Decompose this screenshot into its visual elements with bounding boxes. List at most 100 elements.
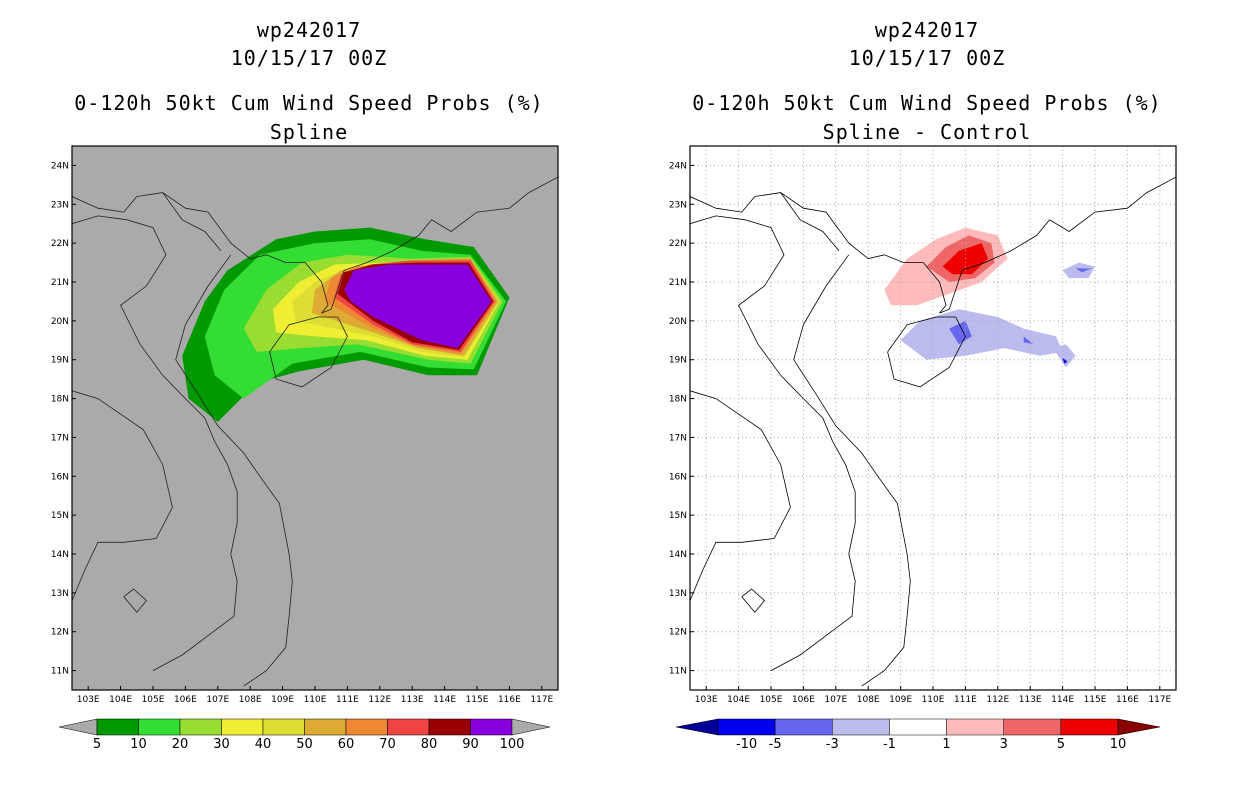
x-tick-label: 113E: [1019, 695, 1042, 705]
colorbar-segment: [470, 718, 513, 736]
y-tick-label: 17N: [51, 433, 69, 443]
x-tick-label: 109E: [889, 695, 912, 705]
colorbar-label: 5: [93, 737, 101, 752]
chart-title: 0-120h 50kt Cum Wind Speed Probs (%): [692, 91, 1162, 115]
x-tick-label: 105E: [760, 695, 783, 705]
x-tick-label: 104E: [109, 695, 132, 705]
coastline: [72, 390, 173, 601]
colorbar-segment: [1060, 718, 1119, 736]
y-tick-label: 16N: [669, 472, 687, 482]
coastline: [72, 196, 138, 213]
coastline: [269, 316, 348, 388]
coastline: [123, 588, 148, 613]
colorbar-label: 5: [1057, 737, 1065, 752]
colorbar-segment: [717, 718, 776, 736]
y-tick-label: 11N: [669, 667, 687, 677]
contour-90: [344, 264, 492, 349]
y-tick-label: 18N: [51, 395, 69, 405]
colorbar-label: -5: [769, 737, 782, 752]
y-tick-label: 21N: [669, 278, 687, 288]
colorbar-segment: [889, 718, 947, 736]
colorbar-label: 90: [462, 737, 479, 752]
x-tick-label: 114E: [1051, 695, 1074, 705]
x-tick-label: 116E: [1116, 695, 1139, 705]
y-tick-label: 16N: [51, 472, 69, 482]
colorbar-segment: [832, 718, 890, 736]
x-tick-label: 108E: [857, 695, 880, 705]
right-panel: wp242017 10/15/17 00Z 0-120h 50kt Cum Wi…: [618, 0, 1236, 800]
colorbar-label: 100: [500, 737, 525, 752]
y-tick-label: 24N: [669, 161, 687, 171]
x-tick-label: 116E: [498, 695, 521, 705]
y-tick-label: 20N: [51, 317, 69, 327]
coastline: [690, 215, 856, 671]
colorbar-low-arrow: [58, 718, 98, 736]
contour-minus-1: [900, 309, 1063, 360]
left-chart: 103E 104E 105E 106E 107E 108E 109E 110E 111E 112E…: [51, 145, 559, 752]
y-tick-label: 11N: [51, 667, 69, 677]
colorbar-segment: [179, 718, 222, 736]
x-tick-label: 111E: [954, 695, 977, 705]
y-tick-label: 17N: [669, 433, 687, 443]
colorbar-segment: [1003, 718, 1062, 736]
colorbar-label: 1: [942, 737, 950, 752]
x-tick-label: 113E: [401, 695, 424, 705]
colorbar-segment: [387, 718, 430, 736]
coastline: [780, 192, 840, 252]
x-tick-label: 112E: [368, 695, 391, 705]
y-tick-label: 23N: [51, 200, 69, 210]
colorbar-segment: [221, 718, 264, 736]
y-tick-label: 13N: [669, 589, 687, 599]
y-tick-label: 12N: [51, 628, 69, 638]
colorbar-label: 50: [296, 737, 313, 752]
y-tick-label: 15N: [51, 511, 69, 521]
contour-minus-3: [949, 320, 972, 345]
coastline: [175, 254, 293, 687]
right-chart: 103E 104E 105E 106E 107E 108E 109E 110E 111E 112E…: [669, 145, 1177, 752]
coastline: [793, 254, 911, 687]
y-tick-label: 13N: [51, 589, 69, 599]
y-tick-label: 19N: [669, 356, 687, 366]
colorbar-segment: [96, 718, 139, 736]
x-tick-label: 117E: [1148, 695, 1171, 705]
storm-id: wp242017: [874, 18, 980, 42]
y-tick-label: 19N: [51, 356, 69, 366]
colorbar-segment: [946, 718, 1004, 736]
colorbar-segment: [262, 718, 305, 736]
x-tick-label: 103E: [77, 695, 100, 705]
colorbar-segment: [138, 718, 181, 736]
colorbar-segment: [304, 718, 347, 736]
x-tick-label: 117E: [530, 695, 553, 705]
colorbar-label: 3: [1000, 737, 1008, 752]
x-tick-label: 108E: [239, 695, 262, 705]
date-time: 10/15/17 00Z: [848, 46, 1006, 70]
colorbar-label: 10: [130, 737, 147, 752]
colorbar-label: 30: [213, 737, 230, 752]
colorbar-segment: [345, 718, 388, 736]
y-tick-label: 22N: [669, 239, 687, 249]
contour-minus-1: [1062, 262, 1095, 279]
coastline: [754, 176, 1176, 314]
coastline: [690, 196, 756, 213]
x-tick-label: 109E: [271, 695, 294, 705]
colorbar-high-arrow: [511, 718, 551, 736]
colorbar-label: 70: [379, 737, 396, 752]
y-tick-label: 23N: [669, 200, 687, 210]
x-tick-label: 111E: [336, 695, 359, 705]
coastline: [136, 176, 558, 314]
y-tick-label: 15N: [669, 511, 687, 521]
x-tick-label: 106E: [792, 695, 815, 705]
x-tick-label: 115E: [466, 695, 489, 705]
chart-subtitle: Spline - Control: [822, 120, 1032, 144]
x-tick-label: 106E: [174, 695, 197, 705]
x-tick-label: 107E: [206, 695, 229, 705]
y-tick-label: 18N: [669, 395, 687, 405]
chart-title: 0-120h 50kt Cum Wind Speed Probs (%): [74, 91, 544, 115]
y-tick-label: 14N: [669, 550, 687, 560]
coastline: [162, 192, 222, 252]
colorbar-segment: [774, 718, 833, 736]
coastline: [887, 316, 966, 388]
x-tick-label: 107E: [824, 695, 847, 705]
colorbar-high-arrow: [1117, 718, 1161, 736]
colorbar-label: 40: [255, 737, 272, 752]
